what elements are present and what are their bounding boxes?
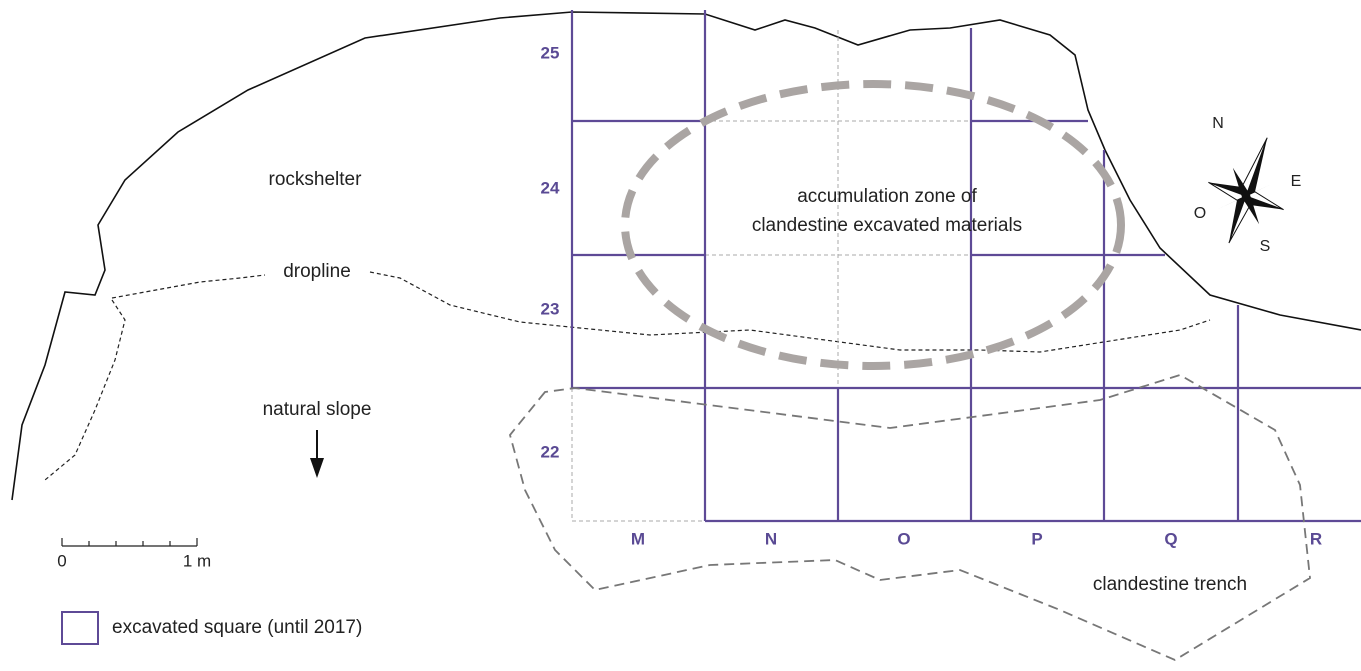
- legend-label: excavated square (until 2017): [112, 617, 362, 638]
- dropline: [111, 274, 266, 299]
- col-label: Q: [1164, 529, 1177, 548]
- compass-label: S: [1260, 238, 1271, 255]
- scale-bar: [61, 538, 198, 547]
- label: accumulation zone of: [797, 186, 977, 207]
- row-label: 25: [541, 43, 560, 62]
- row-label: 23: [541, 299, 560, 318]
- compass-label: N: [1212, 115, 1224, 132]
- label: clandestine trench: [1093, 574, 1247, 595]
- col-label: N: [765, 529, 777, 548]
- label: rockshelter: [269, 169, 363, 190]
- compass-label: E: [1291, 173, 1302, 190]
- rockshelter-outline: [11, 11, 1361, 501]
- clandestine-trench: [509, 374, 1311, 662]
- col-label: M: [631, 529, 645, 548]
- label: dropline: [283, 261, 351, 282]
- accumulation-zone: [621, 80, 1125, 370]
- grid-guides: [571, 30, 971, 522]
- label: natural slope: [263, 399, 372, 420]
- label: clandestine excavated materials: [752, 215, 1022, 236]
- scale-label: 0: [57, 551, 66, 570]
- compass: [1208, 137, 1284, 244]
- legend-swatch: [61, 611, 99, 645]
- col-label: O: [897, 529, 910, 548]
- col-label: R: [1310, 529, 1322, 548]
- compass-label: O: [1194, 205, 1206, 222]
- dropline: [369, 271, 1211, 353]
- row-label: 24: [541, 178, 560, 197]
- slope-line: [44, 299, 126, 481]
- row-label: 22: [541, 442, 560, 461]
- excavated-squares: [570, 10, 1361, 523]
- slope-arrow: [310, 430, 324, 478]
- scale-label: 1 m: [183, 551, 211, 570]
- col-label: P: [1031, 529, 1042, 548]
